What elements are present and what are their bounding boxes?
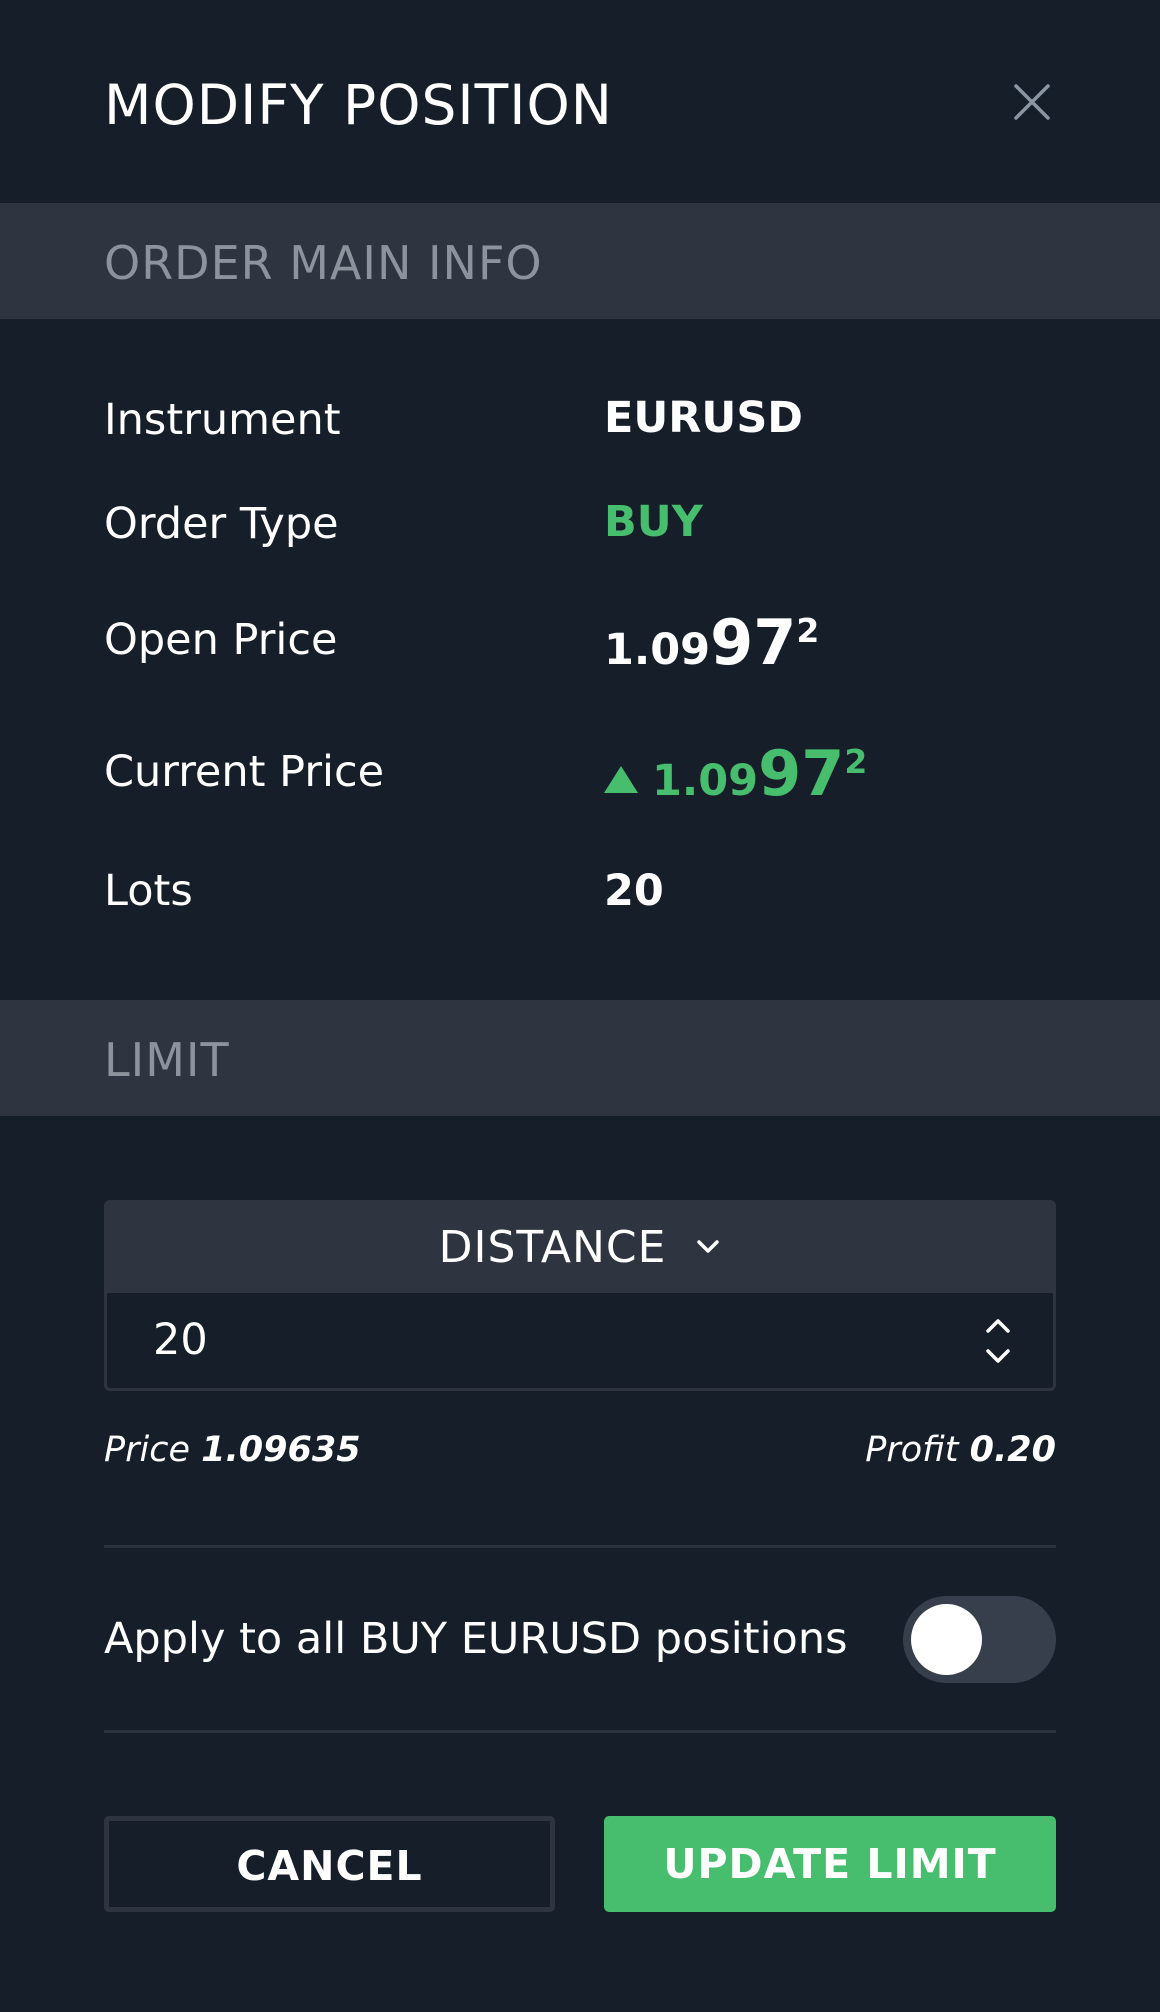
profit-label: Profit (865, 1430, 959, 1470)
dialog-header: MODIFY POSITION (0, 0, 1160, 203)
current-price-label: Current Price (104, 747, 385, 797)
up-triangle-icon (604, 766, 638, 793)
dialog-title: MODIFY POSITION (104, 73, 613, 137)
current-price-big: 97 (758, 737, 845, 810)
current-price-sup: 2 (844, 742, 868, 781)
lots-label: Lots (104, 866, 193, 916)
lots-value: 20 (604, 866, 664, 916)
open-price-small: 1.09 (604, 625, 711, 675)
instrument-label: Instrument (104, 395, 341, 445)
price-value: 1.09635 (201, 1430, 361, 1470)
update-limit-button[interactable]: UPDATE LIMIT (604, 1816, 1056, 1912)
current-price-value: 1.09972 (604, 735, 867, 808)
distance-value: 20 (153, 1315, 208, 1365)
limit-mode-label-wrap: DISTANCE (107, 1221, 1053, 1275)
distance-input[interactable]: 20 (107, 1293, 1053, 1388)
instrument-value: EURUSD (604, 393, 803, 443)
cancel-button[interactable]: CANCEL (104, 1816, 555, 1912)
profit-value: 0.20 (969, 1430, 1056, 1470)
open-price-big: 97 (710, 606, 797, 679)
up-down-stepper-icon[interactable] (978, 1313, 1018, 1369)
apply-all-toggle[interactable] (903, 1596, 1056, 1683)
divider (104, 1545, 1056, 1548)
order-type-value: BUY (604, 497, 703, 547)
toggle-knob (911, 1604, 982, 1675)
apply-all-label: Apply to all BUY EURUSD positions (104, 1614, 848, 1664)
open-price-label: Open Price (104, 615, 338, 665)
limit-mode-label: DISTANCE (438, 1222, 667, 1273)
open-price-sup: 2 (796, 611, 820, 650)
limit-mode-dropdown[interactable]: DISTANCE (107, 1203, 1053, 1293)
limit-price-info: Price 1.09635 (104, 1427, 361, 1473)
limit-profit-info: Profit 0.20 (865, 1427, 1056, 1473)
open-price-value: 1.09972 (604, 604, 819, 677)
chevron-down-icon (697, 1240, 720, 1253)
order-type-label: Order Type (104, 499, 339, 549)
order-main-info-header: ORDER MAIN INFO (0, 203, 1160, 319)
limit-distance-control: DISTANCE 20 (104, 1200, 1056, 1391)
section-title: LIMIT (104, 1033, 230, 1087)
close-icon[interactable] (1010, 80, 1054, 124)
current-price-small: 1.09 (652, 756, 759, 806)
price-label: Price (104, 1430, 190, 1470)
section-title: ORDER MAIN INFO (104, 236, 543, 290)
limit-section-header: LIMIT (0, 1000, 1160, 1116)
divider (104, 1730, 1056, 1733)
